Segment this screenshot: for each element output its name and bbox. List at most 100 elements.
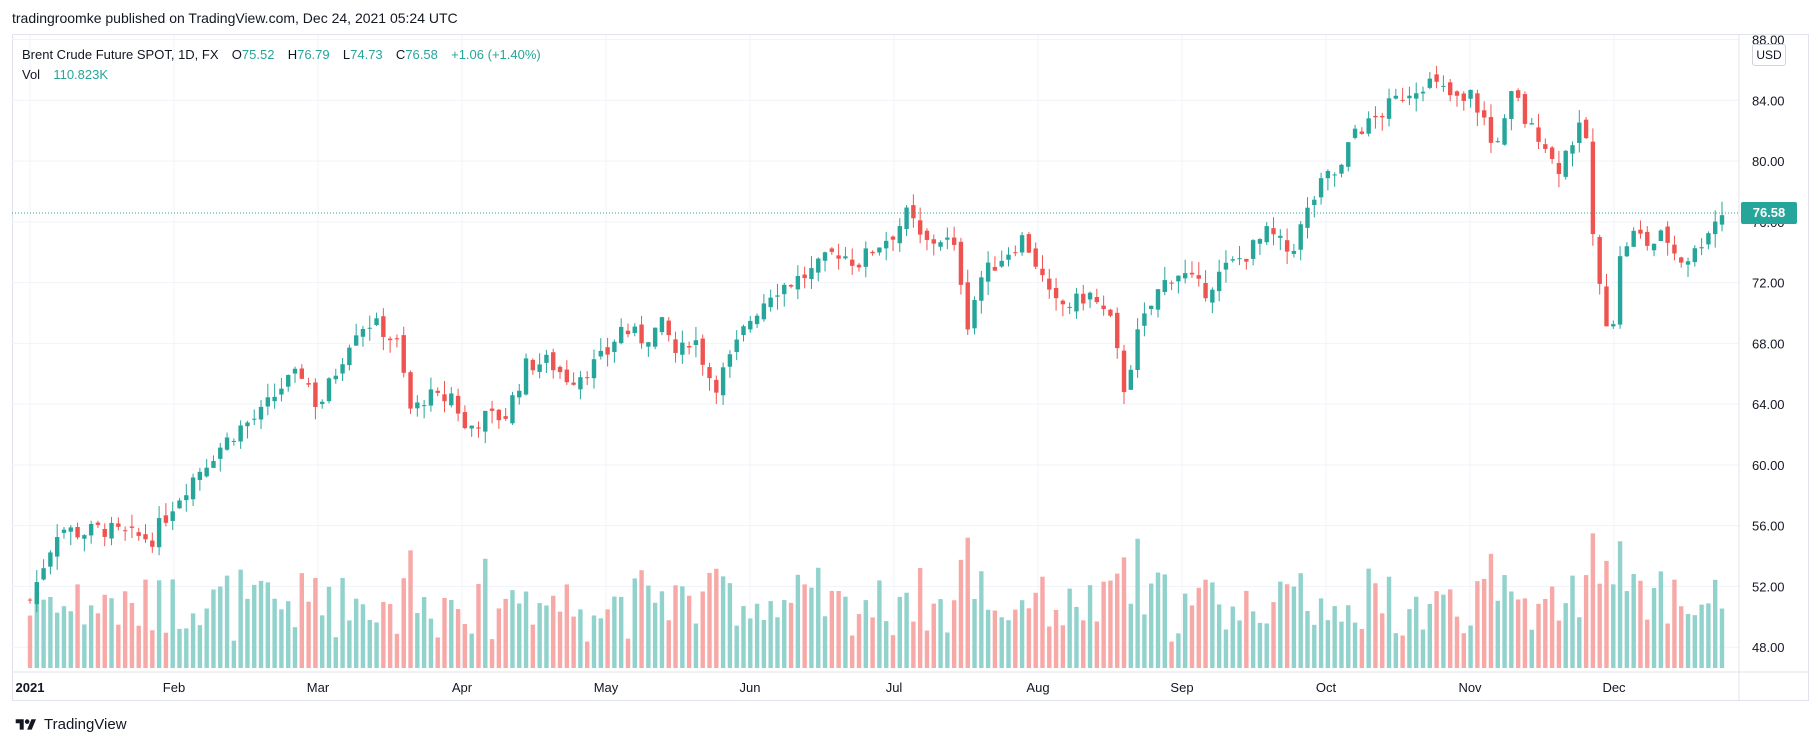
candle-body xyxy=(748,320,753,330)
x-tick-label: Mar xyxy=(307,680,330,695)
volume-bar xyxy=(1149,583,1154,668)
candle-body xyxy=(1210,289,1215,303)
candle-body xyxy=(652,327,658,347)
volume-bar xyxy=(319,615,325,668)
candle-body xyxy=(1332,174,1337,176)
volume-bar xyxy=(700,591,705,668)
volume-bar xyxy=(1556,620,1562,668)
volume-bar xyxy=(1692,615,1698,668)
candle-body xyxy=(768,297,773,308)
volume-bar xyxy=(489,639,495,668)
volume-bar xyxy=(897,596,902,668)
candle-body xyxy=(1142,313,1147,326)
candle-body xyxy=(544,354,549,363)
x-tick-label: Jul xyxy=(886,680,903,695)
candle-body xyxy=(585,377,590,379)
candle-body xyxy=(686,345,692,348)
volume-bar xyxy=(632,578,637,668)
volume-bar xyxy=(1182,593,1188,668)
candle-body xyxy=(163,515,169,523)
volume-bar xyxy=(1332,606,1337,668)
volume-bar xyxy=(612,596,617,668)
legend-symbol[interactable]: Brent Crude Future SPOT, 1D, FX xyxy=(22,47,219,62)
candle-body xyxy=(156,518,162,548)
volume-bar xyxy=(754,603,760,668)
candle-body xyxy=(591,359,597,379)
candle-body xyxy=(1699,247,1704,249)
volume-bar xyxy=(1264,623,1269,668)
candle-body xyxy=(1366,118,1371,134)
volume-bar xyxy=(1611,584,1616,668)
candle-body xyxy=(605,347,610,355)
volume-bar xyxy=(1291,586,1297,668)
volume-bar xyxy=(401,578,406,668)
candle-body xyxy=(224,437,230,450)
candle-body xyxy=(843,256,848,259)
candle-body xyxy=(95,522,101,525)
legend-volume-label[interactable]: Vol xyxy=(22,67,41,82)
volume-bar xyxy=(1094,621,1100,668)
volume-bar xyxy=(1223,629,1229,668)
candle-body xyxy=(646,342,651,347)
candle-body xyxy=(809,268,814,280)
candle-body xyxy=(238,425,243,442)
volume-bar xyxy=(1203,579,1208,668)
volume-bar xyxy=(41,599,46,668)
volume-bar xyxy=(1115,573,1120,668)
currency-badge[interactable]: USD xyxy=(1752,44,1786,66)
candle-body xyxy=(421,405,427,407)
candle-body xyxy=(883,240,889,249)
candle-body xyxy=(313,382,318,407)
volume-bar xyxy=(1638,580,1643,668)
volume-bar xyxy=(1019,600,1025,668)
candle-body xyxy=(1556,162,1562,175)
candle-body xyxy=(150,540,155,547)
candle-body xyxy=(856,264,862,268)
volume-bar xyxy=(741,606,746,668)
volume-bar xyxy=(1706,603,1711,668)
y-tick-label: 68.00 xyxy=(1752,336,1785,351)
candle-body xyxy=(489,408,495,411)
candle-body xyxy=(1121,350,1127,393)
candle-body xyxy=(1087,292,1093,300)
candle-body xyxy=(945,237,950,240)
candle-body xyxy=(1040,268,1045,276)
volume-bar xyxy=(503,598,508,668)
volume-bar xyxy=(517,603,522,668)
volume-bar xyxy=(1719,608,1725,668)
footer-brand[interactable]: TradingView xyxy=(12,716,127,733)
volume-bar xyxy=(1250,611,1256,668)
candle-body xyxy=(340,364,345,374)
legend-close-value: 76.58 xyxy=(405,47,438,62)
volume-bar xyxy=(591,615,597,668)
volume-bar xyxy=(299,573,305,668)
volume-bar xyxy=(381,601,386,668)
volume-bar xyxy=(1672,579,1677,668)
candle-body xyxy=(428,389,434,406)
volume-bar xyxy=(1590,533,1596,668)
volume-bar xyxy=(54,612,60,668)
volume-bar xyxy=(1617,541,1623,668)
candle-body xyxy=(924,230,930,240)
candle-body xyxy=(1631,230,1636,247)
volume-bar xyxy=(462,624,468,668)
candle-body xyxy=(1638,229,1643,234)
volume-bar xyxy=(646,585,651,668)
y-tick-label: 72.00 xyxy=(1752,276,1785,291)
volume-bar xyxy=(761,619,767,668)
candle-body xyxy=(306,383,311,385)
candle-body xyxy=(1380,115,1385,118)
candle-body xyxy=(258,406,264,420)
candle-body xyxy=(877,247,882,253)
legend-close-label: C xyxy=(395,47,406,62)
volume-bar xyxy=(652,602,658,668)
candle-body xyxy=(578,377,583,390)
volume-bar xyxy=(1577,617,1582,668)
candle-body xyxy=(1223,262,1229,270)
candle-body xyxy=(197,471,203,480)
volume-bar xyxy=(1685,614,1691,668)
candle-body xyxy=(211,461,216,468)
candle-body xyxy=(1108,309,1113,316)
candle-body xyxy=(1352,128,1358,138)
